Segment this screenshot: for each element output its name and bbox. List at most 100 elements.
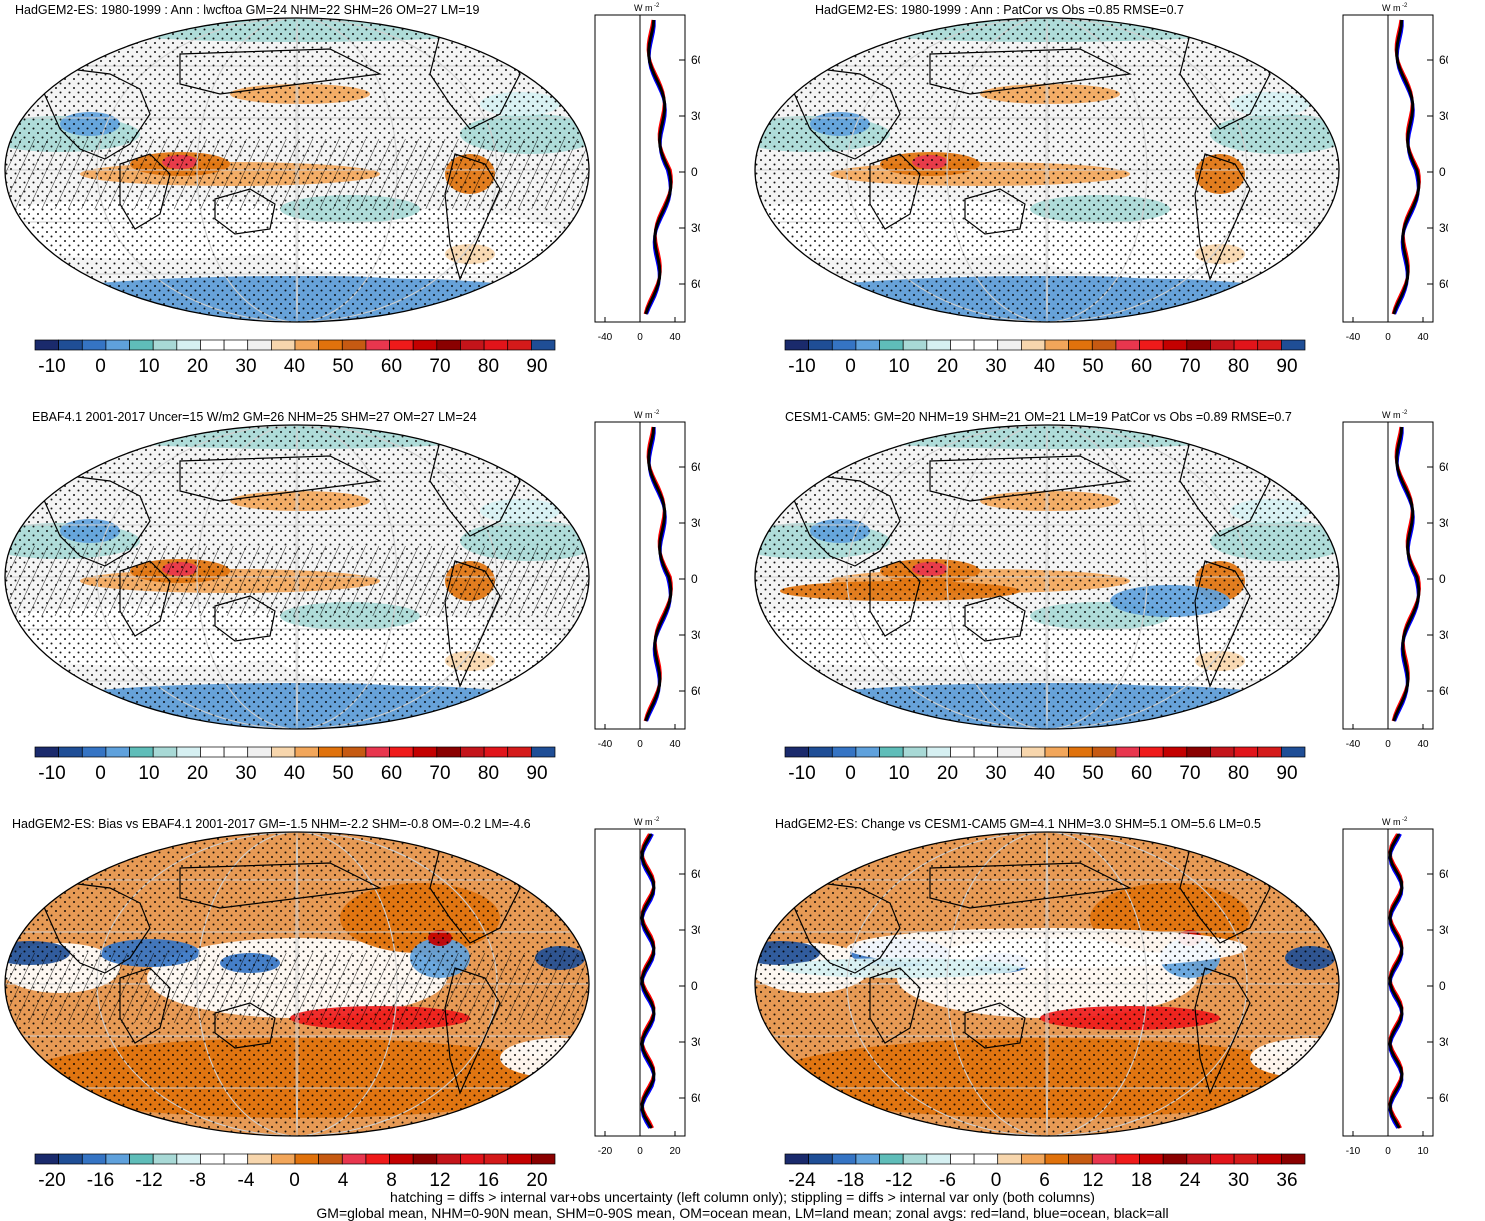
colorbar-swatch — [1139, 339, 1164, 351]
colorbar-swatch — [483, 1153, 509, 1165]
colorbar-swatch — [950, 1153, 975, 1165]
colorbar-swatch — [507, 1153, 532, 1165]
colorbar-swatch — [1233, 339, 1259, 351]
zonal-lat-label: 60S — [1439, 277, 1448, 291]
colorbar-label: 4 — [338, 1170, 349, 1191]
zonal-unit-sup: -2 — [654, 817, 660, 823]
panel-title: HadGEM2-ES: Change vs CESM1-CAM5 GM=4.1 … — [775, 817, 1261, 831]
colorbar-label: 40 — [1034, 763, 1055, 784]
colorbar-swatch — [1210, 339, 1235, 351]
colorbar-label: 16 — [478, 1170, 499, 1191]
colorbar-swatch — [81, 746, 107, 758]
zonal-x-tick: -40 — [598, 332, 613, 343]
colorbar-swatch — [879, 746, 904, 758]
map-panel-0 — [4, 17, 590, 323]
colorbar-swatch — [1257, 746, 1282, 758]
colorbar-label: 80 — [478, 763, 499, 784]
zonal-lat-label: 60S — [691, 277, 700, 291]
colorbar-swatch — [271, 746, 296, 758]
zonal-all-line — [1392, 19, 1421, 315]
zonal-unit-sup: -2 — [654, 3, 660, 9]
colorbar-label: -8 — [189, 1170, 206, 1191]
colorbar-swatch — [105, 339, 130, 351]
colorbar-panel-3: -10 0 10 20 30 40 50 60 70 80 90 — [784, 746, 1306, 784]
zonal-x-tick: 0 — [637, 332, 643, 343]
colorbar-swatch — [855, 339, 880, 351]
colorbar-swatch — [294, 339, 319, 351]
colorbar-label: -16 — [87, 1170, 114, 1191]
colorbar-swatch — [1044, 746, 1069, 758]
zonal-unit-label: W m — [1382, 410, 1401, 420]
colorbar-swatch — [389, 339, 414, 351]
colorbar-swatch — [483, 746, 509, 758]
zonal-lat-label: 0 — [691, 572, 698, 586]
colorbar-swatch — [531, 746, 556, 758]
zonal-x-tick: -40 — [598, 739, 613, 750]
colorbar-swatch — [34, 1153, 59, 1165]
colorbar-swatch — [200, 746, 225, 758]
colorbar-swatch — [294, 746, 319, 758]
footer-line-1: hatching = diffs > internal var+obs unce… — [390, 1189, 1095, 1205]
colorbar-label: 20 — [187, 763, 208, 784]
colorbar-swatch — [129, 339, 154, 351]
colorbar-swatch — [436, 339, 461, 351]
colorbar-swatch — [973, 339, 999, 351]
zonal-lat-label: 60S — [1439, 684, 1448, 698]
colorbar-label: 90 — [526, 763, 547, 784]
colorbar-swatch — [152, 1153, 178, 1165]
colorbar-swatch — [34, 339, 59, 351]
colorbar-swatch — [460, 339, 485, 351]
zonal-x-tick: 40 — [1417, 332, 1429, 343]
colorbar-swatch — [176, 1153, 201, 1165]
colorbar-swatch — [879, 1153, 904, 1165]
panel-title: HadGEM2-ES: 1980-1999 : Ann : lwcftoa GM… — [15, 3, 480, 17]
colorbar-swatch — [1281, 746, 1306, 758]
zonal-panel-3: W m-2 60N 30N 0 30S 60S -40 0 40 — [1342, 410, 1448, 750]
colorbar-swatch — [902, 339, 928, 351]
colorbar-swatch — [784, 746, 809, 758]
colorbar-swatch — [341, 1153, 367, 1165]
zonal-all-line — [644, 426, 673, 722]
colorbar-swatch — [973, 746, 999, 758]
colorbar-swatch — [1281, 339, 1306, 351]
colorbar-label: 0 — [95, 356, 106, 377]
colorbar-panel-1: -10 0 10 20 30 40 50 60 70 80 90 — [784, 339, 1306, 377]
colorbar-swatch — [58, 1153, 83, 1165]
colorbar-label: 80 — [478, 356, 499, 377]
map-panel-4 — [4, 831, 590, 1137]
colorbar-swatch — [341, 339, 367, 351]
zonal-unit-label: W m — [1382, 3, 1401, 13]
colorbar-swatch — [436, 1153, 461, 1165]
colorbar-swatch — [997, 746, 1022, 758]
colorbar-swatch — [1115, 746, 1140, 758]
zonal-lat-label: 60N — [1439, 867, 1448, 881]
colorbar-swatch — [105, 746, 130, 758]
colorbar-swatch — [1021, 339, 1046, 351]
colorbar-swatch — [1257, 1153, 1282, 1165]
colorbar-label: 12 — [429, 1170, 450, 1191]
colorbar-swatch — [997, 1153, 1022, 1165]
colorbar-swatch — [1186, 1153, 1211, 1165]
zonal-panel-0: W m-2 60N 30N 0 30S 60S -40 0 40 — [594, 3, 700, 343]
colorbar-label: -12 — [135, 1170, 162, 1191]
colorbar-label: 90 — [1276, 356, 1297, 377]
colorbar-label: 40 — [1034, 356, 1055, 377]
colorbar-swatch — [1139, 1153, 1164, 1165]
colorbar-swatch — [318, 1153, 343, 1165]
colorbar-label: 60 — [381, 356, 402, 377]
panel-title: HadGEM2-ES: 1980-1999 : Ann : PatCor vs … — [815, 3, 1184, 17]
colorbar-label: -10 — [38, 763, 65, 784]
zonal-all-line — [1392, 426, 1421, 722]
zonal-unit-label: W m — [634, 817, 653, 827]
colorbar-swatch — [1044, 339, 1069, 351]
zonal-lat-label: 30N — [1439, 109, 1448, 123]
colorbar-swatch — [365, 1153, 390, 1165]
zonal-lat-label: 30S — [1439, 221, 1448, 235]
colorbar-label: 40 — [284, 763, 305, 784]
colorbar-swatch — [341, 746, 367, 758]
colorbar-swatch — [318, 746, 343, 758]
colorbar-swatch — [1091, 339, 1117, 351]
zonal-lat-label: 30N — [1439, 516, 1448, 530]
zonal-panel-2: W m-2 60N 30N 0 30S 60S -40 0 40 — [594, 410, 700, 750]
zonal-x-tick: -10 — [1346, 1146, 1361, 1157]
